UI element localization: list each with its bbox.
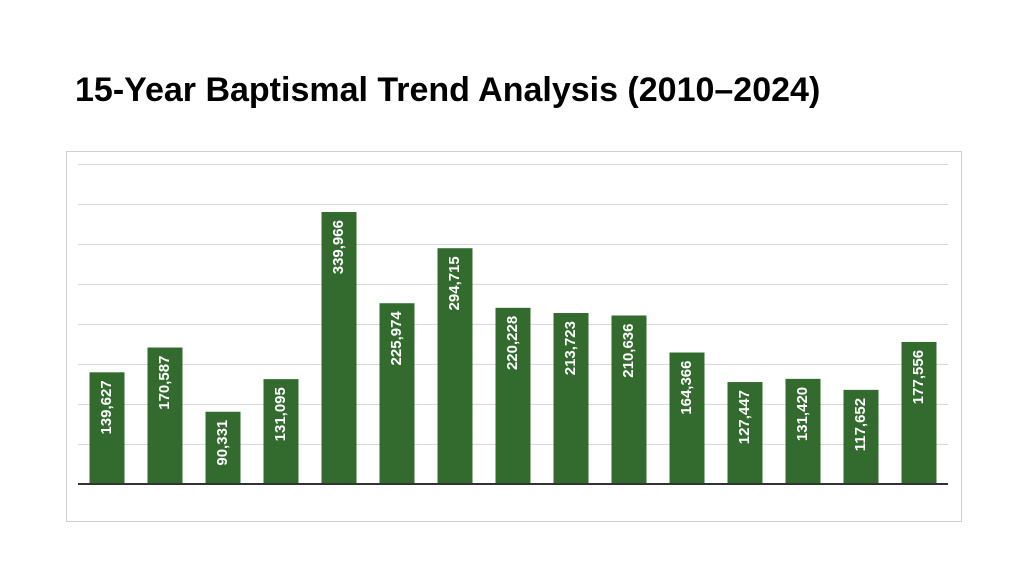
bar bbox=[147, 347, 183, 484]
bar bbox=[205, 411, 241, 484]
value-label: 220,228 bbox=[504, 316, 521, 370]
value-label: 127,447 bbox=[736, 390, 753, 444]
value-label: 131,420 bbox=[794, 387, 811, 441]
bar bbox=[437, 248, 473, 484]
bar bbox=[495, 307, 531, 484]
bar bbox=[321, 212, 357, 484]
value-label: 170,587 bbox=[156, 356, 173, 410]
bars: 139,627 170,587 90,331 131,095 339,966 225,97… bbox=[89, 212, 937, 484]
bar bbox=[843, 389, 879, 484]
value-label: 90,331 bbox=[214, 420, 231, 466]
chart-title: 15-Year Baptismal Trend Analysis (2010–2… bbox=[75, 71, 820, 109]
bar bbox=[901, 341, 937, 484]
bar bbox=[669, 352, 705, 484]
bar bbox=[553, 313, 589, 484]
value-label: 177,556 bbox=[910, 350, 927, 404]
bar bbox=[379, 303, 415, 484]
value-label: 210,636 bbox=[620, 323, 637, 377]
value-label: 117,652 bbox=[852, 398, 869, 451]
chart-frame bbox=[66, 151, 962, 522]
value-label: 213,723 bbox=[562, 321, 579, 375]
value-label: 131,095 bbox=[272, 387, 289, 441]
bar bbox=[263, 379, 299, 484]
bar bbox=[611, 315, 647, 484]
bar bbox=[727, 382, 763, 484]
value-label: 294,715 bbox=[446, 256, 463, 310]
value-label: 225,974 bbox=[388, 311, 405, 366]
value-label: 339,966 bbox=[330, 220, 347, 274]
value-label: 164,366 bbox=[678, 361, 695, 415]
bar bbox=[785, 378, 821, 484]
value-label: 139,627 bbox=[98, 380, 115, 434]
bar bbox=[89, 372, 125, 484]
